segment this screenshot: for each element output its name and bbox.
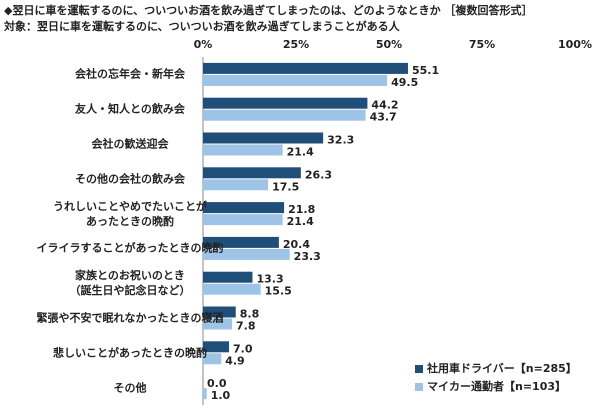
value-label: 1.0: [211, 389, 231, 402]
legend-swatch: [415, 365, 423, 373]
bar: [203, 283, 261, 295]
x-tick-label: 75%: [469, 38, 495, 51]
value-label: 55.1: [412, 64, 439, 77]
x-tick-label: 25%: [283, 38, 309, 51]
category-label: 会社の歓送迎会: [91, 137, 169, 151]
chart-title: ◆翌日に車を運転するのに、ついついお酒を飲み過ぎてしまったのは、どのようなときか…: [4, 4, 533, 17]
category-label: その他の会社の飲み会: [75, 172, 185, 186]
bar: [203, 271, 253, 283]
legend-swatch: [415, 383, 423, 391]
value-label: 21.4: [287, 146, 314, 159]
value-label: 26.3: [305, 168, 332, 181]
x-tick-label: 100%: [558, 38, 592, 51]
bar: [203, 97, 368, 109]
category-label: うれしいことやめでたいことが あったときの晩酌: [53, 199, 207, 228]
value-label: 7.8: [236, 320, 256, 333]
bar: [203, 132, 324, 144]
category-label: 会社の忘年会・新年会: [75, 67, 185, 81]
value-label: 49.5: [391, 76, 418, 89]
value-label: 4.9: [225, 354, 245, 367]
bar: [203, 109, 366, 121]
bar: [203, 236, 279, 248]
value-label: 7.0: [233, 342, 253, 355]
chart-subtitle: 対象：翌日に車を運転するのに、ついついお酒を飲み過ぎてしまうことがある人: [4, 20, 400, 33]
bar: [203, 341, 230, 353]
category-label: その他: [113, 381, 147, 395]
bar: [203, 353, 222, 365]
value-label: 44.2: [371, 99, 398, 112]
value-label: 17.5: [272, 180, 299, 193]
bar: [203, 167, 301, 179]
category-label: 悲しいことがあったときの晩酌: [53, 346, 207, 360]
category-label: イライラすることがあったときの晩酌: [36, 241, 224, 255]
legend-label: 社用車ドライバー【n=285】: [426, 361, 577, 375]
value-label: 20.4: [283, 238, 310, 251]
bar: [203, 202, 285, 214]
value-label: 0.0: [207, 377, 227, 390]
value-label: 8.8: [240, 308, 260, 321]
category-label: 家族とのお祝いのとき （誕生日や記念日など）: [69, 269, 191, 298]
bar: [203, 179, 269, 191]
value-label: 23.3: [294, 250, 321, 263]
value-label: 43.7: [370, 111, 397, 124]
x-tick-label: 0%: [194, 38, 213, 51]
category-label: 緊張や不安で眠れなかったときの寝酒: [36, 311, 224, 325]
bar: [203, 388, 207, 400]
value-label: 21.8: [288, 203, 315, 216]
value-label: 13.3: [256, 273, 283, 286]
bar: [203, 318, 233, 330]
category-label: 友人・知人との飲み会: [75, 102, 185, 116]
bar: [203, 214, 283, 226]
legend-label: マイカー通勤者【n=103】: [427, 379, 566, 393]
x-tick-label: 50%: [376, 38, 402, 51]
bar: [203, 144, 283, 156]
bar: [203, 62, 408, 74]
bar: [203, 248, 290, 260]
value-label: 21.4: [287, 215, 314, 228]
bar: [203, 306, 236, 318]
bar: [203, 74, 388, 86]
value-label: 15.5: [265, 285, 292, 298]
value-label: 32.3: [327, 134, 354, 147]
